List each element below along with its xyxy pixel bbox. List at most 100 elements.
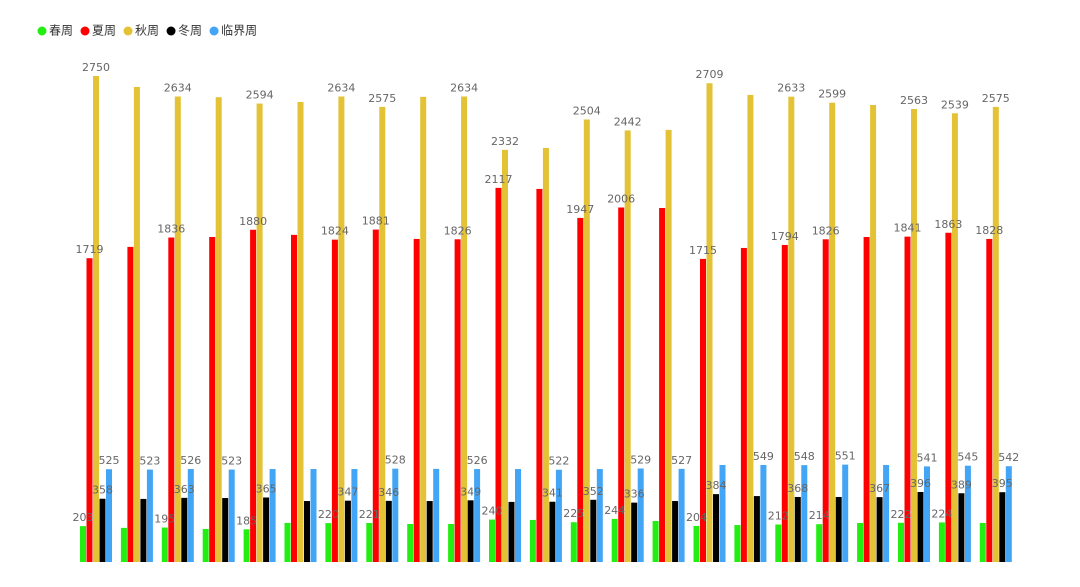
bar bbox=[596, 469, 603, 562]
value-label: 1841 bbox=[894, 222, 922, 235]
bar bbox=[181, 497, 188, 562]
value-label: 2539 bbox=[941, 98, 969, 111]
bar bbox=[407, 524, 414, 562]
value-label: 2633 bbox=[777, 82, 805, 95]
bar bbox=[801, 465, 808, 562]
bar bbox=[734, 525, 741, 562]
value-label: 1947 bbox=[566, 203, 594, 216]
value-label: 195 bbox=[154, 513, 175, 526]
value-label: 367 bbox=[869, 482, 890, 495]
bar bbox=[700, 258, 706, 562]
bar bbox=[917, 492, 924, 562]
bar bbox=[876, 497, 883, 562]
bar bbox=[611, 518, 618, 562]
bar bbox=[706, 83, 713, 562]
bar bbox=[146, 469, 153, 562]
bar bbox=[979, 522, 986, 562]
value-label: 2599 bbox=[818, 88, 846, 101]
value-label: 341 bbox=[542, 487, 563, 500]
bar bbox=[924, 466, 930, 562]
value-label: 365 bbox=[256, 482, 277, 495]
bar bbox=[883, 464, 890, 562]
value-label: 2634 bbox=[327, 82, 355, 95]
bar bbox=[284, 522, 291, 562]
value-label: 2006 bbox=[607, 192, 635, 205]
value-label: 336 bbox=[624, 488, 645, 501]
value-label: 2575 bbox=[368, 92, 396, 105]
bar bbox=[678, 468, 685, 562]
bar bbox=[426, 501, 433, 562]
bar bbox=[120, 527, 127, 562]
bar bbox=[788, 96, 795, 562]
legend-swatch bbox=[37, 26, 47, 36]
value-label: 352 bbox=[583, 485, 604, 498]
bar bbox=[106, 469, 112, 562]
value-label: 549 bbox=[753, 450, 774, 463]
bar bbox=[870, 104, 877, 562]
bar bbox=[344, 500, 351, 562]
value-label: 523 bbox=[221, 455, 242, 468]
value-label: 346 bbox=[378, 486, 399, 499]
bar bbox=[454, 239, 461, 562]
legend-label: 冬周 bbox=[178, 23, 202, 38]
bar bbox=[829, 102, 836, 562]
value-label: 203 bbox=[73, 511, 94, 524]
value-label: 2709 bbox=[696, 68, 724, 81]
bar bbox=[385, 500, 392, 562]
bar bbox=[665, 129, 672, 562]
bar bbox=[467, 500, 474, 562]
legend-label: 夏周 bbox=[92, 24, 116, 38]
bar bbox=[863, 236, 870, 563]
bar bbox=[618, 207, 625, 562]
value-label: 396 bbox=[910, 477, 931, 490]
value-label: 1826 bbox=[812, 224, 840, 237]
value-label: 244 bbox=[604, 504, 625, 517]
value-label: 224 bbox=[931, 507, 952, 520]
bar bbox=[420, 96, 427, 562]
value-label: 389 bbox=[951, 478, 972, 491]
value-label: 551 bbox=[835, 450, 856, 463]
bar bbox=[86, 258, 93, 562]
bar bbox=[174, 96, 181, 562]
bar bbox=[672, 501, 679, 562]
value-label: 541 bbox=[917, 451, 938, 464]
value-label: 548 bbox=[794, 450, 815, 463]
bar bbox=[542, 147, 549, 563]
bar bbox=[713, 494, 719, 562]
legend-label: 秋周 bbox=[135, 24, 159, 38]
value-label: 221 bbox=[359, 508, 380, 521]
value-label: 1719 bbox=[76, 243, 104, 256]
bar bbox=[161, 527, 168, 562]
bar bbox=[631, 502, 638, 562]
bar bbox=[1005, 466, 1012, 562]
value-label: 2563 bbox=[900, 94, 928, 107]
bar bbox=[529, 519, 536, 562]
value-label: 349 bbox=[460, 485, 481, 498]
value-label: 525 bbox=[99, 454, 120, 467]
value-label: 542 bbox=[998, 451, 1019, 464]
bar bbox=[992, 106, 999, 562]
bar bbox=[250, 229, 257, 562]
bar bbox=[816, 524, 823, 562]
bar bbox=[904, 236, 911, 563]
bar bbox=[202, 528, 209, 562]
legend-swatch bbox=[166, 26, 176, 36]
value-label: 529 bbox=[630, 454, 651, 467]
bar bbox=[243, 529, 250, 562]
bar bbox=[310, 469, 317, 562]
value-label: 212 bbox=[768, 510, 789, 523]
bar bbox=[331, 239, 338, 562]
bar bbox=[269, 469, 276, 562]
value-label: 225 bbox=[563, 507, 584, 520]
value-label: 204 bbox=[686, 511, 707, 524]
value-label: 1826 bbox=[444, 224, 472, 237]
bar bbox=[964, 465, 971, 562]
bar bbox=[338, 96, 345, 562]
bar bbox=[140, 498, 147, 562]
value-label: 2634 bbox=[164, 82, 192, 95]
value-label: 1715 bbox=[689, 244, 717, 257]
bar bbox=[583, 119, 590, 562]
bar bbox=[747, 94, 754, 562]
value-label: 368 bbox=[787, 482, 808, 495]
bar bbox=[637, 468, 644, 562]
